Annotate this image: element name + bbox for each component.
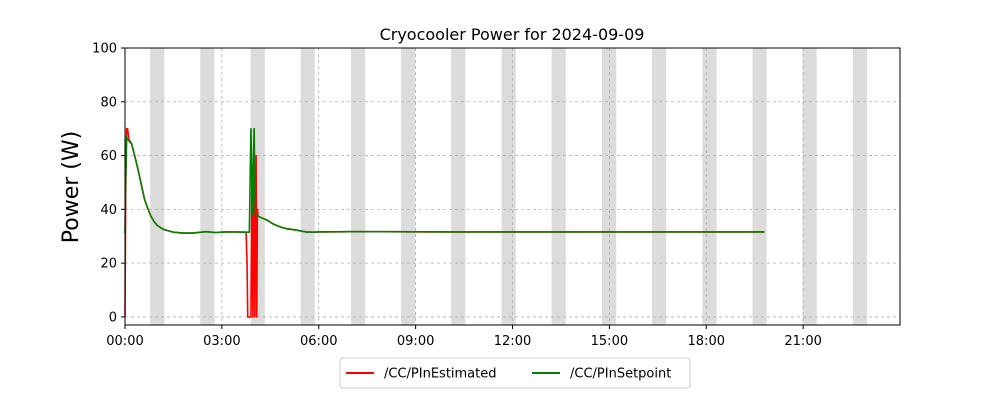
y-axis: 0 20 40 60 80 100: [92, 42, 125, 325]
x-tick-label: 12:00: [494, 334, 531, 349]
shaded-band: [351, 48, 366, 325]
shaded-band: [652, 48, 667, 325]
y-tick-label: 100: [92, 42, 117, 57]
shaded-band: [200, 48, 215, 325]
x-tick-label: 06:00: [300, 334, 337, 349]
y-tick-label: 20: [100, 257, 117, 272]
shaded-band: [401, 48, 416, 325]
x-tick-label: 00:00: [106, 334, 143, 349]
y-tick-label: 60: [100, 149, 117, 164]
shaded-band: [451, 48, 466, 325]
chart-title: Cryocooler Power for 2024-09-09: [380, 25, 645, 44]
y-tick-label: 80: [100, 95, 117, 110]
x-tick-label: 03:00: [203, 334, 240, 349]
shaded-band: [551, 48, 566, 325]
shaded-band: [501, 48, 516, 325]
legend-box: [339, 357, 691, 389]
shaded-band: [702, 48, 717, 325]
shaded-band: [752, 48, 767, 325]
shaded-band: [300, 48, 315, 325]
x-tick-label: 21:00: [784, 334, 821, 349]
x-tick-label: 09:00: [397, 334, 434, 349]
x-tick-label: 15:00: [591, 334, 628, 349]
shaded-band: [802, 48, 817, 325]
x-tick-label: 18:00: [688, 334, 725, 349]
x-axis: 00:00 03:00 06:00 09:00 12:00 15:00 18:00 21:00: [106, 325, 822, 349]
y-tick-label: 0: [109, 310, 117, 325]
legend-label: /CC/PInEstimated: [384, 367, 497, 382]
y-axis-label: Power (W): [59, 131, 84, 243]
series-line-2: [124, 127, 765, 234]
legend: /CC/PInEstimated/CC/PInSetpoint: [339, 357, 691, 389]
y-tick-label: 40: [100, 203, 117, 218]
series-line-1: [124, 127, 765, 318]
shaded-band: [852, 48, 868, 325]
shaded-bands: [150, 48, 868, 325]
series-lines: [124, 127, 765, 318]
grid-lines: [124, 47, 900, 325]
legend-label: /CC/PInSetpoint: [570, 367, 671, 382]
shaded-band: [150, 48, 165, 325]
